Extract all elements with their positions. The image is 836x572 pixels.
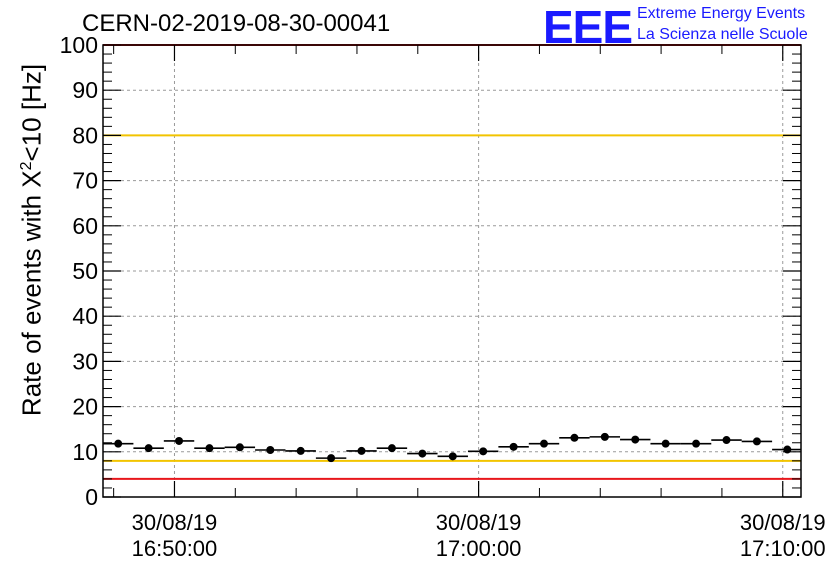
x-tick-date: 30/08/19 — [739, 510, 826, 535]
data-point — [479, 447, 488, 456]
data-point — [448, 452, 457, 461]
y-tick-label: 40 — [72, 303, 98, 329]
data-point — [175, 436, 184, 445]
x-tick-label: 30/08/19 17:10:00 — [713, 510, 836, 562]
x-tick-time: 17:10:00 — [739, 536, 826, 561]
data-point — [570, 433, 579, 442]
data-point — [692, 439, 701, 448]
data-point — [235, 443, 244, 452]
y-tick-label: 50 — [72, 258, 98, 284]
logo-caption: Extreme Energy Events La Scienza nelle S… — [637, 3, 808, 45]
y-tick-label: 70 — [72, 168, 98, 194]
y-tick-labels: 0 10 20 30 40 50 60 70 80 90 100 — [60, 32, 98, 510]
data-point — [418, 449, 427, 458]
data-point — [661, 439, 670, 448]
data-point — [205, 444, 214, 453]
y-tick-label: 20 — [72, 394, 98, 420]
data-point — [631, 435, 640, 444]
y-tick-label: 60 — [72, 213, 98, 239]
x-tick-date: 30/08/19 — [131, 510, 218, 535]
y-tick-label: 90 — [72, 77, 98, 103]
y-tick-label: 0 — [85, 484, 98, 510]
logo-line-2: La Scienza nelle Scuole — [637, 26, 808, 43]
x-tick-time: 17:00:00 — [435, 536, 522, 561]
y-tick-label: 100 — [60, 32, 98, 58]
axis-ticks — [103, 44, 801, 498]
y-axis-label-post: <10 [Hz] — [16, 63, 47, 162]
x-tick-label: 30/08/19 16:50:00 — [104, 510, 244, 562]
threshold-lines — [103, 44, 801, 480]
data-point — [114, 439, 123, 448]
y-tick-label: 30 — [72, 348, 98, 374]
data-point — [296, 446, 305, 455]
data-point — [327, 454, 336, 463]
eee-logo: EEE — [543, 1, 633, 53]
logo-line-1: Extreme Energy Events — [637, 5, 806, 22]
data-point — [144, 444, 153, 453]
data-points — [103, 432, 801, 463]
y-axis-label-pre: Rate of events with X — [16, 170, 47, 417]
data-point — [540, 439, 549, 448]
data-point — [752, 437, 761, 446]
x-tick-time: 16:50:00 — [131, 536, 218, 561]
chart-title: CERN-02-2019-08-30-00041 — [82, 10, 391, 37]
x-tick-label: 30/08/19 17:00:00 — [409, 510, 549, 562]
data-point — [509, 442, 518, 451]
y-tick-label: 10 — [72, 439, 98, 465]
data-point — [600, 432, 609, 441]
y-tick-label: 80 — [72, 122, 98, 148]
grid-lines — [103, 45, 801, 497]
data-point — [387, 444, 396, 453]
data-point — [266, 445, 275, 454]
x-tick-date: 30/08/19 — [435, 510, 522, 535]
y-axis-label-sup: 2 — [17, 161, 35, 171]
y-axis-label: Rate of events with X2<10 [Hz] — [17, 64, 48, 416]
data-point — [722, 436, 731, 445]
data-point — [357, 446, 366, 455]
